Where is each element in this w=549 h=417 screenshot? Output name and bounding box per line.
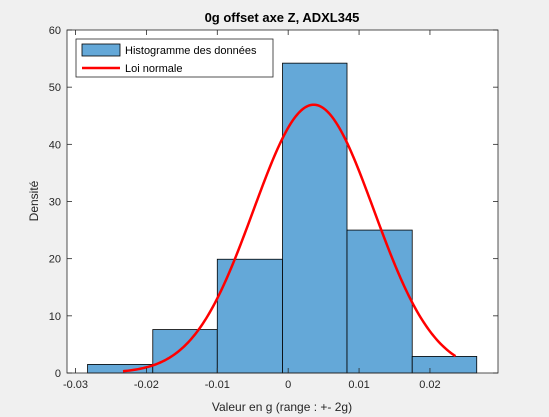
x-tick-label: 0.01 [348,379,369,391]
x-tick-label: -0.01 [205,379,230,391]
normal-curve [122,103,457,373]
histogram-bar-5 [411,356,478,374]
legend: Histogramme des données Loi normale [75,38,274,78]
y-axis-ticks: 0 10 20 30 40 50 60 [49,25,498,380]
y-tick-label: 20 [49,254,61,266]
chart-title: 0g offset axe Z, ADXL345 [205,10,360,25]
y-tick-label: 30 [49,197,61,209]
legend-histogram-label: Histogramme des données [125,45,257,57]
x-tick-label: 0.02 [419,379,440,391]
histogram-bar-1 [152,329,218,374]
histogram-bars [87,62,478,374]
legend-histogram-swatch [81,43,121,57]
x-axis-ticks: -0.03 -0.02 -0.01 0 0.01 0.02 [63,30,441,391]
y-tick-label: 10 [49,311,61,323]
y-tick-label: 50 [49,82,61,94]
x-axis-label: Valeur en g (range : +- 2g) [212,400,352,414]
y-tick-label: 40 [49,139,61,151]
histogram-bar-4 [346,229,413,374]
legend-normal-label: Loi normale [125,63,182,75]
y-tick-label: 60 [49,25,61,37]
x-tick-label: 0 [285,379,291,391]
x-tick-label: -0.03 [63,379,88,391]
histogram-bar-3 [282,62,348,374]
x-tick-label: -0.02 [134,379,159,391]
y-tick-label: 0 [55,368,61,380]
y-axis-label: Densité [27,180,41,221]
